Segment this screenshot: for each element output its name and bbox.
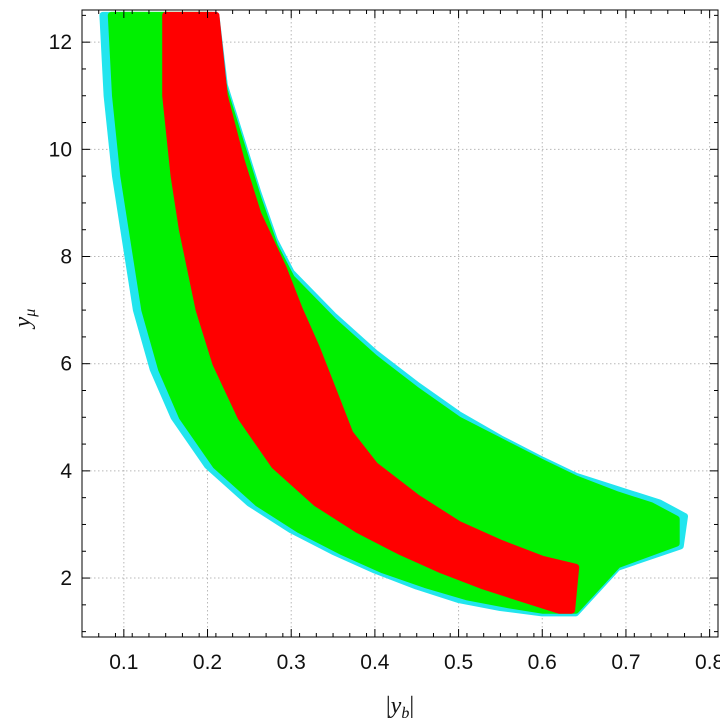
red-point-cluster xyxy=(162,11,580,614)
x-axis-title: |yb| xyxy=(386,693,414,719)
y-tick-label: 4 xyxy=(60,460,72,483)
x-tick-label: 0.1 xyxy=(109,651,138,674)
x-tick-label: 0.8 xyxy=(695,651,720,674)
x-tick-label: 0.2 xyxy=(193,651,222,674)
y-tick-label: 10 xyxy=(49,138,72,161)
x-tick-label: 0.7 xyxy=(611,651,640,674)
scatter-points xyxy=(99,11,688,617)
x-tick-label: 0.5 xyxy=(444,651,473,674)
y-axis-title: yμ xyxy=(10,309,39,330)
y-tick-label: 8 xyxy=(60,246,72,269)
y-tick-label: 2 xyxy=(60,567,72,590)
x-tick-label: 0.6 xyxy=(528,651,557,674)
y-tick-label: 12 xyxy=(49,31,72,54)
x-tick-label: 0.4 xyxy=(360,651,390,674)
x-tick-label: 0.3 xyxy=(277,651,306,674)
x-tick-labels: 0.1 0.2 0.3 0.4 0.5 0.6 0.7 0.8 xyxy=(109,651,720,674)
y-tick-labels: 2 4 6 8 10 12 xyxy=(49,31,73,590)
axis-ticks xyxy=(81,10,719,637)
y-tick-label: 6 xyxy=(60,353,72,376)
